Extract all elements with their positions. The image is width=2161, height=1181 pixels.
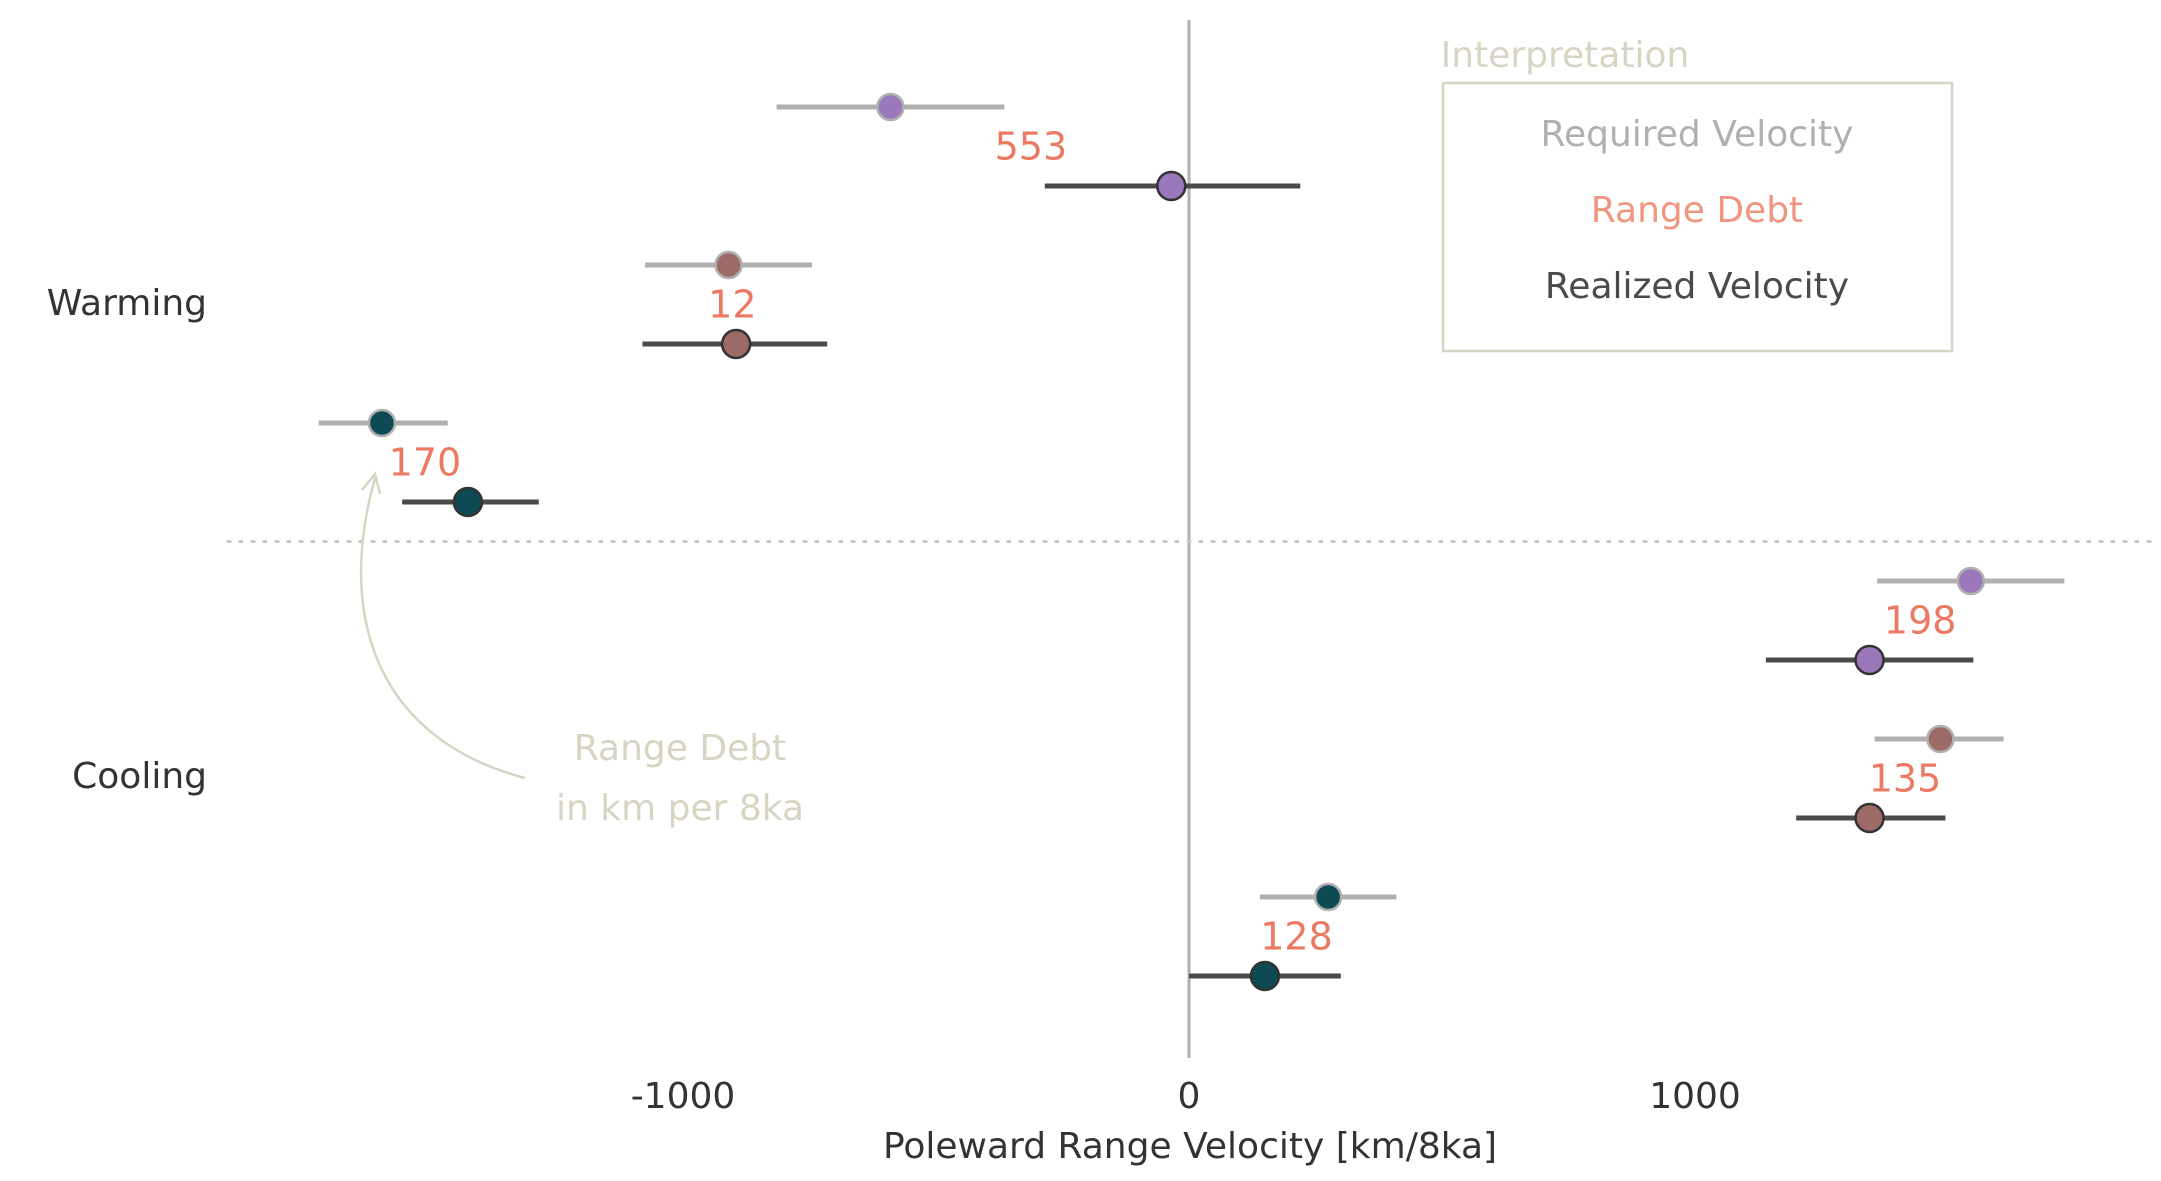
series-6: 128 [1189,882,1397,992]
x-tick-labels: -1000 0 1000 [631,1076,1741,1117]
required-velocity-point [1956,566,1986,596]
range-debt-annotation: Range Debt in km per 8ka [359,471,804,829]
legend-box [1441,81,1954,353]
series-2: 12 [642,250,828,360]
annotation-text-line1: Range Debt [574,728,786,769]
range-debt-label: 135 [1869,757,1942,801]
x-axis-label: Poleward Range Velocity [km/8ka] [883,1126,1497,1167]
legend-title: Interpretation [1441,35,1690,76]
range-debt-label: 553 [995,125,1068,169]
realized-velocity-point [1156,170,1187,202]
series-4: 198 [1765,566,2065,676]
required-velocity-point [1926,724,1955,754]
data-marks: 553 12 170 198 135 128 [318,92,2065,992]
x-tick-label: -1000 [631,1076,736,1117]
annotation-arrowhead [361,471,382,495]
annotation-arrow [359,477,526,780]
realized-velocity-point [720,328,752,360]
required-velocity-point [876,92,905,122]
range-debt-label: 170 [389,441,462,485]
group-label-warming: Warming [47,283,207,324]
range-debt-label: 128 [1260,915,1333,959]
legend-entry-required-velocity: Required Velocity [1541,114,1854,155]
group-label-cooling: Cooling [72,756,207,797]
series-5: 135 [1796,724,2004,834]
realized-velocity-point [452,486,484,518]
range-debt-label: 198 [1884,599,1957,643]
series-1: 553 [776,92,1301,202]
required-velocity-point [1313,882,1343,912]
annotation-text-line2: in km per 8ka [556,788,804,829]
realized-velocity-point [1854,802,1885,834]
legend-entry-realized-velocity: Realized Velocity [1545,266,1849,307]
required-velocity-point [714,250,743,280]
legend: Interpretation Required Velocity Range D… [1441,35,1954,353]
x-tick-label: 0 [1178,1076,1201,1117]
x-tick-label: 1000 [1649,1076,1741,1117]
series-3: 170 [318,408,539,518]
realized-velocity-point [1249,960,1281,992]
legend-entry-range-debt: Range Debt [1591,190,1803,231]
realized-velocity-point [1854,644,1885,676]
range-debt-label: 12 [708,283,756,327]
required-velocity-point [367,408,397,438]
